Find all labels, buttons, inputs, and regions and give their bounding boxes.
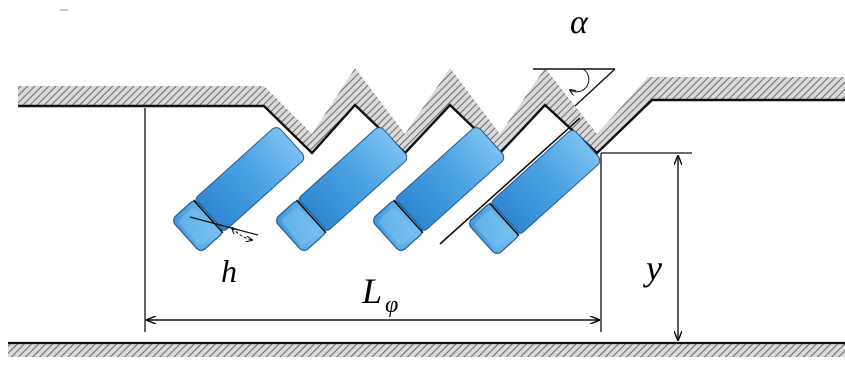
car-1 xyxy=(173,127,305,251)
h-dimension: h xyxy=(221,228,252,289)
bottom-curb xyxy=(8,341,845,357)
L-dimension: L φ xyxy=(144,108,602,332)
angle-indicator: α xyxy=(533,4,616,107)
car-4 xyxy=(469,130,601,254)
L-label: L xyxy=(361,271,382,311)
h-label: h xyxy=(221,253,237,289)
y-label: y xyxy=(643,248,662,288)
car-3 xyxy=(373,127,505,251)
L-subscript: φ xyxy=(385,292,398,318)
top-curb xyxy=(18,68,845,155)
car-2 xyxy=(276,127,408,251)
car-angle-guide xyxy=(439,117,581,245)
alpha-label: α xyxy=(570,4,589,41)
y-dimension: y xyxy=(601,152,692,340)
